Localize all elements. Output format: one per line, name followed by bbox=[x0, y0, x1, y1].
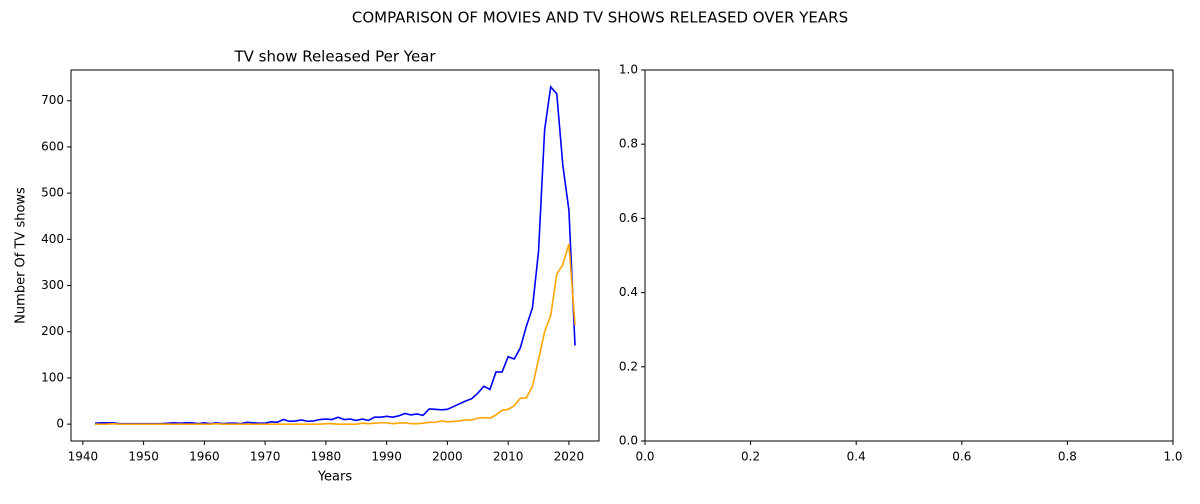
line-series bbox=[95, 243, 576, 425]
x-tick-label: 2000 bbox=[432, 450, 463, 464]
y-tick-label: 0.2 bbox=[619, 359, 638, 373]
figure-title: COMPARISON OF MOVIES AND TV SHOWS RELEAS… bbox=[352, 9, 848, 27]
y-tick-label: 0.0 bbox=[619, 434, 638, 448]
x-tick-label: 0.2 bbox=[741, 450, 760, 464]
x-tick-label: 1970 bbox=[250, 450, 281, 464]
x-tick-label: 0.4 bbox=[847, 450, 866, 464]
x-tick-label: 1.0 bbox=[1163, 450, 1182, 464]
y-tick-label: 1.0 bbox=[619, 63, 638, 77]
x-tick-label: 0.6 bbox=[952, 450, 971, 464]
x-axis-label: Years bbox=[317, 470, 353, 485]
x-tick-label: 1980 bbox=[311, 450, 342, 464]
y-tick-label: 0 bbox=[56, 417, 64, 431]
y-axis-label: Number Of TV shows bbox=[14, 187, 29, 324]
x-tick-label: 1940 bbox=[68, 450, 99, 464]
x-tick-label: 1960 bbox=[189, 450, 220, 464]
plot-frame bbox=[70, 69, 600, 442]
line-series bbox=[94, 85, 576, 425]
x-tick-label: 2010 bbox=[493, 450, 524, 464]
y-tick-label: 600 bbox=[41, 139, 64, 153]
chart-title: TV show Released Per Year bbox=[233, 48, 436, 66]
x-tick-label: 2020 bbox=[554, 450, 585, 464]
y-tick-label: 300 bbox=[41, 278, 64, 292]
x-tick-label: 0.0 bbox=[635, 450, 654, 464]
x-tick-label: 1950 bbox=[128, 450, 159, 464]
y-tick-label: 0.8 bbox=[619, 137, 638, 151]
y-tick-label: 100 bbox=[41, 370, 64, 384]
y-tick-label: 0.4 bbox=[619, 285, 638, 299]
y-tick-label: 500 bbox=[41, 186, 64, 200]
x-tick-label: 0.8 bbox=[1058, 450, 1077, 464]
x-tick-label: 1990 bbox=[371, 450, 402, 464]
y-tick-label: 0.6 bbox=[619, 211, 638, 225]
y-tick-label: 200 bbox=[41, 324, 64, 338]
y-tick-label: 400 bbox=[41, 232, 64, 246]
y-tick-label: 700 bbox=[41, 93, 64, 107]
plot-frame bbox=[644, 69, 1174, 442]
